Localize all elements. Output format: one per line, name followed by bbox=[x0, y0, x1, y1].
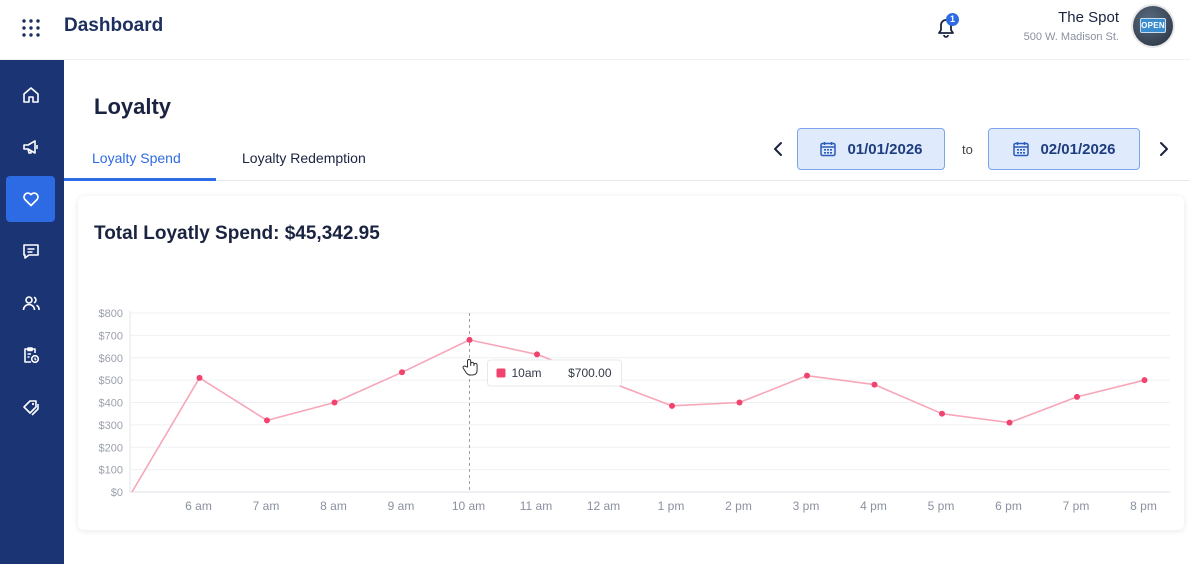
calendar-icon bbox=[820, 142, 837, 157]
end-date-picker[interactable]: 02/01/2026 bbox=[988, 128, 1140, 170]
series-line bbox=[131, 339, 1145, 493]
y-tick-label: $0 bbox=[111, 487, 123, 499]
start-date-text: 01/01/2026 bbox=[847, 140, 923, 158]
data-point bbox=[871, 381, 878, 388]
y-tick-label: $300 bbox=[99, 420, 123, 432]
tooltip-label: 10am bbox=[512, 366, 542, 380]
data-point bbox=[196, 374, 203, 381]
page-title: Loyalty bbox=[94, 94, 172, 119]
data-point bbox=[804, 372, 810, 379]
sidebar-item-campaigns[interactable] bbox=[6, 124, 55, 170]
x-tick-label: 7 pm bbox=[1063, 499, 1090, 513]
data-point bbox=[264, 417, 270, 424]
sidebar-item-messages[interactable] bbox=[6, 228, 55, 274]
x-tick-label: 8 pm bbox=[1130, 499, 1157, 513]
x-tick-label: 8 am bbox=[320, 499, 347, 513]
x-tick-label: 1 pm bbox=[658, 499, 685, 513]
x-tick-label: 7 am bbox=[253, 499, 280, 513]
data-point bbox=[669, 402, 675, 409]
avatar-sign: OPEN bbox=[1140, 18, 1166, 33]
heart-icon bbox=[22, 192, 39, 207]
message-icon bbox=[22, 244, 39, 259]
x-tick-label: 10 am bbox=[452, 499, 485, 513]
y-tick-label: $800 bbox=[99, 308, 123, 320]
y-tick-label: $500 bbox=[99, 375, 123, 387]
x-tick-label: 9 am bbox=[388, 499, 415, 513]
apps-grid-icon[interactable] bbox=[18, 15, 44, 41]
x-tick-label: 4 pm bbox=[860, 499, 887, 513]
business-name: The Spot bbox=[1058, 9, 1119, 26]
start-date-picker[interactable]: 01/01/2026 bbox=[797, 128, 945, 170]
sidebar bbox=[0, 60, 64, 564]
business-address: 500 W. Madison St. bbox=[1023, 31, 1119, 43]
sidebar-item-reports[interactable] bbox=[6, 332, 55, 378]
previous-range-chevron-left-icon[interactable] bbox=[770, 140, 788, 158]
calendar-icon bbox=[1013, 142, 1030, 157]
card-title: Total Loyatly Spend: $45,342.95 bbox=[94, 223, 380, 244]
x-tick-label: 6 pm bbox=[995, 499, 1022, 513]
tab-loyalty-redemption[interactable]: Loyalty Redemption bbox=[242, 150, 366, 166]
active-tab-indicator bbox=[64, 178, 216, 181]
data-point bbox=[534, 351, 540, 358]
x-tick-label: 11 am bbox=[520, 499, 552, 513]
tab-loyalty-spend[interactable]: Loyalty Spend bbox=[92, 150, 181, 166]
loyalty-spend-card: Total Loyatly Spend: $45,342.95 $0 $100 $2… bbox=[78, 196, 1184, 530]
data-point bbox=[1006, 419, 1013, 426]
sidebar-item-loyalty[interactable] bbox=[6, 176, 55, 222]
clipboard-clock-icon bbox=[23, 347, 39, 364]
tooltip-box bbox=[487, 359, 622, 387]
sidebar-item-rewards[interactable] bbox=[6, 384, 55, 430]
x-tick-label: 5 pm bbox=[928, 499, 955, 513]
data-point bbox=[399, 369, 405, 376]
business-avatar[interactable]: OPEN bbox=[1133, 6, 1173, 46]
data-point bbox=[736, 399, 743, 406]
data-point bbox=[466, 336, 473, 343]
notification-badge: 1 bbox=[946, 13, 959, 26]
loyalty-spend-line-chart: $0 $100 $200 $300 $400 $500 $600 $700 $800 6 am 7 … bbox=[99, 308, 1170, 513]
tags-icon bbox=[22, 400, 39, 416]
y-tick-label: $600 bbox=[99, 353, 123, 365]
top-bar: Dashboard 1 The Spot 500 W. Madison St. … bbox=[0, 0, 1190, 60]
users-icon bbox=[22, 296, 40, 311]
y-tick-label: $200 bbox=[99, 442, 123, 454]
y-tick-label: $400 bbox=[99, 398, 123, 410]
x-tick-label: 2 pm bbox=[725, 499, 752, 513]
end-date-text: 02/01/2026 bbox=[1040, 140, 1116, 158]
y-tick-label: $700 bbox=[99, 330, 123, 342]
tooltip-value: $700.00 bbox=[568, 366, 612, 380]
date-range-separator: to bbox=[962, 142, 973, 157]
data-point bbox=[1141, 377, 1148, 384]
home-icon bbox=[22, 87, 39, 103]
x-tick-label: 3 pm bbox=[793, 499, 820, 513]
tooltip-swatch bbox=[496, 368, 506, 378]
data-point bbox=[939, 410, 945, 417]
x-tick-label: 6 am bbox=[185, 499, 212, 513]
next-range-chevron-right-icon[interactable] bbox=[1154, 140, 1172, 158]
x-tick-label: 12 am bbox=[587, 499, 620, 513]
sidebar-item-home[interactable] bbox=[6, 72, 55, 118]
app-title: Dashboard bbox=[64, 15, 164, 36]
y-tick-label: $100 bbox=[99, 465, 123, 477]
sidebar-item-customers[interactable] bbox=[6, 280, 55, 326]
megaphone-icon bbox=[22, 140, 38, 154]
tabs-divider bbox=[64, 180, 1190, 181]
data-point bbox=[1074, 393, 1080, 400]
hand-cursor-icon bbox=[462, 358, 478, 376]
data-point bbox=[331, 399, 338, 406]
